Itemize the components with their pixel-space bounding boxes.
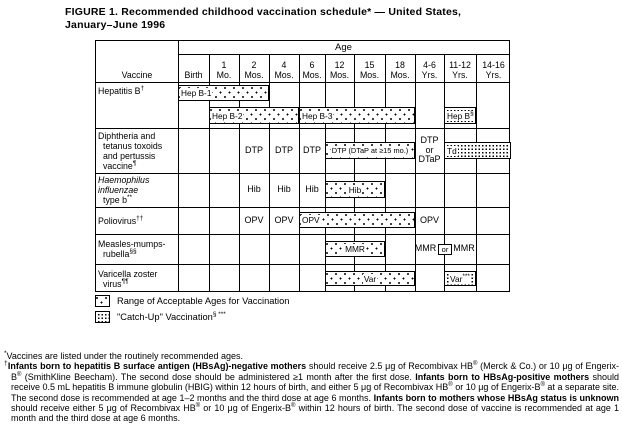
- column-header: 4 Mos.: [274, 60, 294, 80]
- schedule-bar: DTP (DTaP at ≥15 mo.): [325, 142, 415, 159]
- column-header: 14-16 Yrs.: [482, 60, 505, 80]
- bar-label: Hib: [347, 184, 363, 195]
- grid-vline: [354, 54, 355, 291]
- legend: Range of Acceptable Ages for Vaccination…: [95, 295, 289, 327]
- dose-cell: Hib: [277, 184, 291, 195]
- dose-cell: OPV: [244, 214, 264, 225]
- legend-item: Range of Acceptable Ages for Vaccination: [95, 295, 289, 307]
- age-header-label: Age: [335, 42, 352, 53]
- schedule-bar: Var: [325, 271, 415, 286]
- dose-cell: DTP: [303, 144, 321, 155]
- grid-hline: [178, 54, 509, 55]
- schedule-bar: Hep B-1: [178, 85, 269, 101]
- bar-label: Hep B-3: [301, 110, 334, 121]
- schedule-bar: Var***: [444, 271, 476, 286]
- grid-vline: [178, 41, 179, 291]
- column-header: 4-6 Yrs.: [421, 60, 438, 80]
- figure-title-line2: January–June 1996: [65, 19, 166, 31]
- column-header: Birth: [184, 69, 203, 80]
- legend-item: "Catch-Up" Vaccination§ ***: [95, 311, 289, 323]
- column-header: 2 Mos.: [244, 60, 264, 80]
- grid-hline: [96, 82, 509, 83]
- grid-vline: [269, 54, 270, 291]
- footnotes: *Vaccines are listed under the routinely…: [4, 350, 620, 424]
- figure-title: FIGURE 1. Recommended childhood vaccinat…: [65, 6, 605, 32]
- dose-cell: OPV: [274, 214, 294, 225]
- column-header: 18 Mos.: [390, 60, 410, 80]
- grid-vline: [325, 54, 326, 291]
- grid-hline: [96, 234, 509, 235]
- vaccine-label: Varicella zoster virus¶¶: [98, 268, 158, 289]
- column-header: 6 Mos.: [302, 60, 322, 80]
- column-header: 11-12 Yrs.: [449, 60, 471, 80]
- dose-cell: OPV: [419, 214, 439, 225]
- dose-cell: DTP or DTaP: [418, 135, 441, 165]
- schedule-bar: Hib: [325, 181, 385, 198]
- dose-cell: DTP: [245, 144, 263, 155]
- footnote: *Vaccines are listed under the routinely…: [4, 350, 243, 361]
- grid-vline: [209, 54, 210, 291]
- bar-label: Hep B-2: [211, 110, 244, 121]
- column-header: 15 Mos.: [359, 60, 380, 80]
- vaccine-label: Hepatitis B†: [98, 85, 145, 96]
- schedule-bar: Hep B-2: [209, 107, 299, 124]
- bar-label: DTP (DTaP at ≥15 mo.): [330, 146, 410, 155]
- bar-label: OPV: [301, 215, 321, 225]
- legend-label: "Catch-Up" Vaccination§ ***: [117, 310, 226, 322]
- grid-vline: [239, 54, 240, 291]
- grid-vline: [385, 54, 386, 291]
- schedule-bar: OPV: [299, 212, 415, 228]
- dose-cell: DTP: [275, 144, 293, 155]
- bar-label: Hep B§: [446, 109, 475, 121]
- dose-cell: Hib: [305, 184, 319, 195]
- vaccine-header-label: Vaccine: [121, 69, 153, 80]
- schedule-bar: Hep B§: [444, 107, 476, 124]
- legend-swatch-range: [95, 295, 110, 307]
- column-header: 12 Mos.: [329, 60, 350, 80]
- vaccination-schedule-table: Age Vaccine Birth 1 Mo. 2 Mos. 4 Mos. 6 Mos. 12 Mos.…: [95, 40, 511, 292]
- or-box: or: [438, 243, 452, 255]
- grid-vline: [444, 54, 445, 291]
- dose-cell: MMR: [414, 243, 437, 254]
- column-header: 1 Mo.: [216, 60, 232, 80]
- dose-cell: Hib: [247, 184, 261, 195]
- grid-vline: [299, 54, 300, 291]
- grid-vline: [476, 54, 477, 291]
- bar-label: Var: [362, 273, 378, 284]
- legend-swatch-catchup: [95, 311, 110, 323]
- vaccine-label: Diphtheria and tetanus toxoids and pertuss…: [98, 130, 163, 171]
- vaccine-label: Haemophilus influenzae type b**: [98, 175, 150, 205]
- schedule-bar: Td: [444, 142, 511, 159]
- bar-label: Hep B-1: [180, 88, 213, 98]
- footnote: †Infants born to hepatitis B surface ant…: [4, 360, 620, 424]
- schedule-bar: MMR: [325, 241, 385, 257]
- figure-title-line1: FIGURE 1. Recommended childhood vaccinat…: [65, 6, 462, 18]
- bar-label: MMR: [344, 244, 366, 254]
- vaccine-label: Measles-mumps-rubella§§: [98, 239, 166, 259]
- dose-cell: MMR: [453, 243, 475, 254]
- grid-hline: [96, 128, 509, 129]
- schedule-bar: Hep B-3: [299, 107, 415, 124]
- grid-hline: [96, 264, 509, 265]
- bar-label: Var***: [449, 272, 471, 284]
- bar-label: Td: [446, 145, 458, 156]
- grid-vline: [415, 54, 416, 291]
- legend-label: Range of Acceptable Ages for Vaccination: [117, 296, 290, 306]
- grid-hline: [96, 173, 509, 174]
- vaccine-label: Poliovirus††: [98, 214, 144, 226]
- grid-hline: [96, 207, 509, 208]
